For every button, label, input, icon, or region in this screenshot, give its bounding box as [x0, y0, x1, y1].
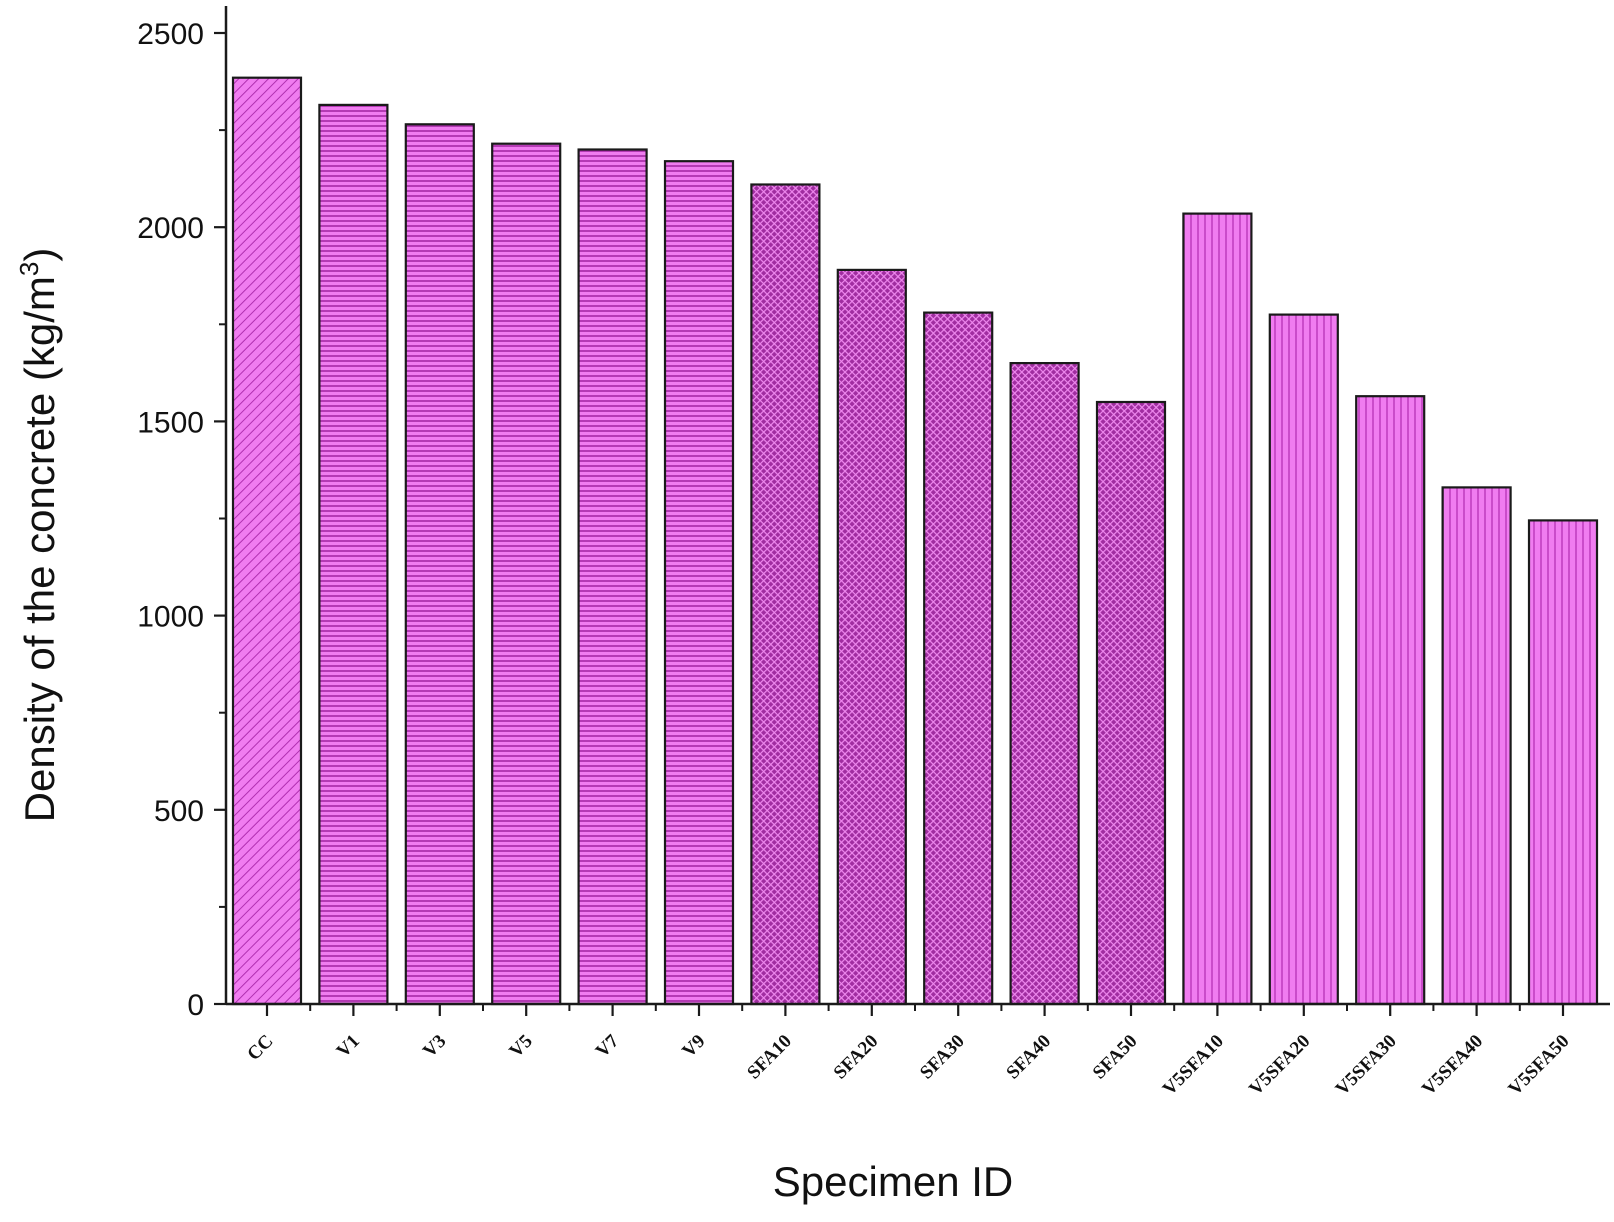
- bar-v5sfa40: [1441, 486, 1512, 1006]
- y-axis-title-close: ): [16, 248, 63, 262]
- x-tick-label-v5sfa20: V5SFA20: [1245, 1031, 1314, 1100]
- axes-layer: [224, 6, 1610, 1006]
- y-tick-label: 1500: [137, 406, 204, 439]
- bar-v5sfa10: [1182, 212, 1253, 1006]
- bar-cc: [231, 76, 303, 1006]
- bar-v9: [663, 160, 735, 1006]
- y-axis-title: Density of the concrete (kg/m3): [14, 248, 63, 823]
- x-tick-label-v5sfa40: V5SFA40: [1418, 1031, 1487, 1100]
- bar-v5sfa30: [1355, 395, 1426, 1006]
- x-tick-label-sfa20: SFA20: [830, 1031, 883, 1084]
- x-tick-label-v3: V3: [419, 1031, 450, 1062]
- y-tick-label: 2500: [137, 18, 204, 51]
- x-tick-label-sfa10: SFA10: [743, 1031, 796, 1084]
- y-ticks: 0 500 1000 1500 2000 2500: [137, 18, 226, 1022]
- x-axis-title: Specimen ID: [773, 1158, 1013, 1205]
- x-tick-label-v5sfa10: V5SFA10: [1159, 1031, 1228, 1100]
- y-tick-label: 0: [187, 989, 204, 1022]
- x-tick-label-v5: V5: [505, 1031, 536, 1062]
- bar-sfa10: [750, 183, 821, 1006]
- x-tick-label-v1: V1: [333, 1031, 364, 1062]
- x-tick-label-v7: V7: [592, 1030, 624, 1062]
- bar-sfa40: [1009, 362, 1080, 1006]
- bar-v5: [491, 142, 562, 1006]
- bar-v7: [577, 148, 648, 1006]
- y-axis-title-superscript: 3: [14, 262, 44, 276]
- x-tick-label-v5sfa50: V5SFA50: [1504, 1031, 1573, 1100]
- bar-v5sfa20: [1268, 313, 1339, 1006]
- bar-sfa20: [836, 268, 907, 1006]
- bars-layer: [231, 76, 1599, 1006]
- y-tick-label: 2000: [137, 212, 204, 245]
- x-tick-label-cc: CC: [243, 1031, 277, 1065]
- x-tick-label-sfa40: SFA40: [1002, 1031, 1055, 1084]
- bar-v3: [404, 123, 475, 1006]
- x-tick-label-sfa50: SFA50: [1089, 1031, 1142, 1084]
- y-tick-label: 500: [154, 795, 204, 828]
- x-tick-label-v9: V9: [678, 1031, 709, 1062]
- bar-sfa50: [1095, 400, 1167, 1006]
- y-axis-title-main: Density of the concrete (kg/m: [16, 276, 63, 822]
- bar-v5sfa50: [1527, 519, 1599, 1006]
- x-ticks: CC V1 V3 V5 V7 V9 SFA10 SFA20 SFA30 SFA40 SFA50 V5S…: [243, 1004, 1574, 1100]
- x-tick-label-v5sfa30: V5SFA30: [1332, 1031, 1401, 1100]
- bar-v1: [318, 103, 389, 1006]
- y-tick-label: 1000: [137, 601, 204, 634]
- bar-sfa30: [923, 311, 994, 1006]
- x-tick-label-sfa30: SFA30: [916, 1031, 969, 1084]
